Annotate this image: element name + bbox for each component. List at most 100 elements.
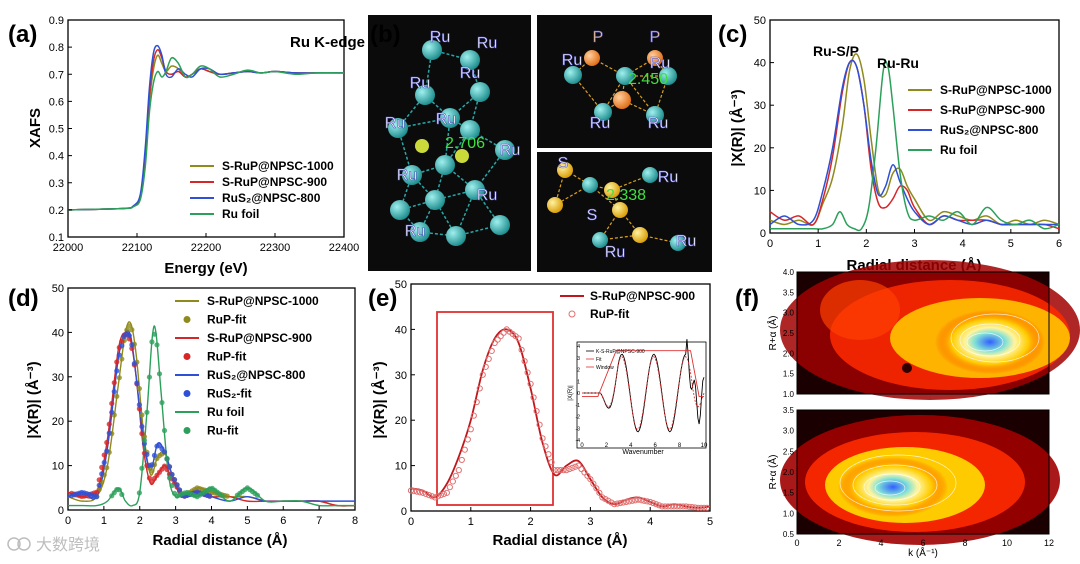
y-ticks-c: 0 10 20 30 40 50 <box>754 15 774 240</box>
annotation-ru-s-p: Ru-S/P <box>813 43 859 59</box>
panel-label-a: (a) <box>8 21 37 48</box>
fit-point-d-1 <box>96 477 102 483</box>
fit-point-e <box>620 499 627 506</box>
legend-marker-d-1 <box>183 316 191 323</box>
legend-label-c-1: S-RuP@NPSC-900 <box>940 103 1045 117</box>
y-tick-label-d: 20 <box>52 416 64 428</box>
x-tick-label-c: 6 <box>1056 238 1062 250</box>
fit-point-d-0 <box>149 468 155 474</box>
fit-point-e <box>688 504 696 511</box>
fit-point-e <box>467 426 474 433</box>
fit-point-e <box>682 503 690 510</box>
wavelet-contour <box>863 473 921 501</box>
x-tick-label-c: 4 <box>960 238 966 250</box>
atom-label-s: S <box>558 155 569 172</box>
bond <box>589 184 613 191</box>
y-tick-label-f-bottom: 1.5 <box>783 489 795 498</box>
x-axis-label-e: Radial distance (Å) <box>492 532 627 549</box>
y-tick-label-c: 20 <box>754 143 766 155</box>
x-axis-label-f: k (Å⁻¹) <box>908 546 938 559</box>
wavelet-contour <box>839 454 957 512</box>
fit-point-d-2 <box>116 352 122 358</box>
fit-point-d-2 <box>129 342 135 348</box>
fit-point-e <box>614 500 621 507</box>
fit-point-d-1 <box>101 452 107 458</box>
atom-ru <box>390 200 410 220</box>
panel-label-f: (f) <box>735 285 759 312</box>
panel-label-b: (b) <box>370 21 401 48</box>
atom <box>557 162 573 178</box>
fit-point-d-0 <box>114 393 120 399</box>
fit-point-e <box>533 408 540 415</box>
atom-ru <box>613 91 631 109</box>
wavelet-contour <box>959 323 1021 357</box>
fit-point-d-2 <box>207 493 213 499</box>
fit-point-e <box>548 459 555 466</box>
panel-label-d: (d) <box>8 285 39 312</box>
fit-point-e <box>500 329 507 336</box>
fit-point-e <box>560 467 567 474</box>
x-tick-label-f: 4 <box>878 538 883 548</box>
fit-point-d-3 <box>119 491 125 498</box>
fit-point-e <box>700 504 708 511</box>
atom-label-ru: Ru <box>658 169 678 186</box>
legend-label-a-1: S-RuP@NPSC-900 <box>222 175 327 189</box>
fit-point-e <box>563 467 570 474</box>
x-tick-label-e: 0 <box>408 516 414 528</box>
x-ticks-d: 0 1 2 3 4 5 6 7 8 <box>65 506 358 527</box>
fit-point-e <box>488 347 495 355</box>
inset-y-tick-label: -2 <box>576 415 581 421</box>
y-tick-label-a: 0.6 <box>49 96 64 108</box>
fit-point-e <box>494 336 501 343</box>
fit-point-e <box>665 503 672 510</box>
x-tick-label-d: 0 <box>65 515 71 527</box>
wavelet-contours <box>780 260 1080 545</box>
inset-y-label: |X(R)| <box>568 385 574 401</box>
fit-point-d-2 <box>126 333 132 339</box>
fit-point-e <box>521 358 528 365</box>
fit-point-e <box>632 497 639 504</box>
inset-y-tick-label: -3 <box>576 426 581 432</box>
fit-point-e <box>479 371 486 378</box>
y-tick-label-e: 40 <box>395 324 407 336</box>
fit-point-d-2 <box>139 423 145 430</box>
y-ticks-d: 0 10 20 30 40 50 <box>52 283 72 517</box>
wavelet-min <box>902 363 912 373</box>
y-tick-label-f-top: 3.5 <box>783 288 795 297</box>
legend-label-c-2: RuS₂@NPSC-800 <box>940 123 1039 137</box>
fit-point-d-1 <box>129 345 135 351</box>
fit-point-d-3 <box>161 427 168 434</box>
watermark: 大数跨境 <box>7 535 100 554</box>
fit-point-d-3 <box>219 493 225 499</box>
atom-label-ru: Ru <box>500 142 520 159</box>
legend-label-a-3: Ru foil <box>222 207 259 221</box>
atom-label-ru: Ru <box>605 244 625 261</box>
x-tick-label-d: 3 <box>173 515 179 527</box>
atom-ru <box>415 85 435 105</box>
x-tick-label-c: 5 <box>1008 238 1014 250</box>
legend-marker-e-1 <box>568 310 576 318</box>
fit-point-e <box>524 369 531 376</box>
fit-point-d-2 <box>149 462 155 468</box>
fit-point-d-2 <box>109 409 115 415</box>
atom-label-ru: Ru <box>590 115 610 132</box>
atom-ru <box>470 82 490 102</box>
x-tick-label-e: 5 <box>707 516 713 528</box>
x-ticks-a: 22000 22100 22200 22300 22400 <box>53 233 359 254</box>
inset-window-line <box>582 350 704 397</box>
legend-marker-d-7 <box>183 427 191 434</box>
atom <box>632 227 648 243</box>
legend-label-e-1: RuP-fit <box>590 307 629 321</box>
plot-frame-e <box>410 283 711 512</box>
y-tick-label-e: 20 <box>395 415 407 427</box>
atom-p <box>647 50 663 66</box>
atom <box>612 202 628 218</box>
legend-c: S-RuP@NPSC-1000 S-RuP@NPSC-900 RuS₂@NPSC-8… <box>908 83 1052 157</box>
fit-point-e <box>407 487 415 494</box>
legend-label-d-4: RuS₂@NPSC-800 <box>207 368 306 382</box>
fit-point-e <box>677 503 684 510</box>
panel-label-e: (e) <box>368 285 397 312</box>
fit-point-d-0 <box>129 327 135 333</box>
legend-label-d-1: RuP-fit <box>207 313 246 327</box>
y-tick-label-f-top: 2.5 <box>783 329 795 338</box>
